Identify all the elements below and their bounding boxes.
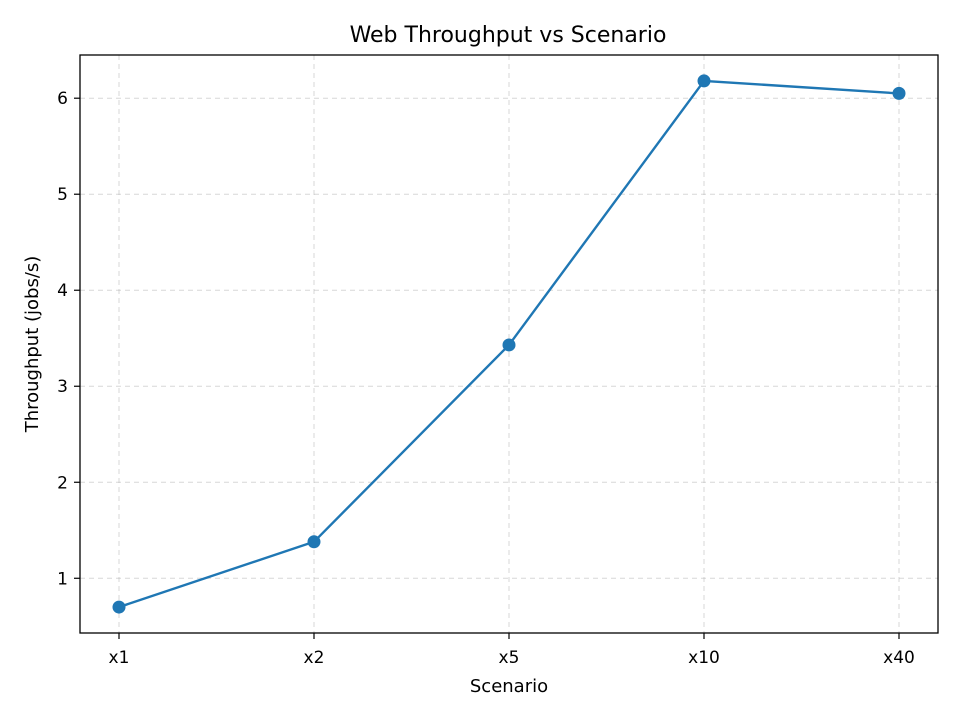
x-tick-label: x5	[499, 648, 520, 668]
y-tick-label: 5	[57, 185, 68, 205]
data-point-x10	[697, 74, 711, 88]
series-layer	[112, 74, 906, 614]
y-tick-label: 1	[57, 569, 68, 589]
x-tick-label: x40	[883, 648, 915, 668]
data-point-x2	[307, 535, 321, 549]
x-tick-label: x2	[304, 648, 325, 668]
x-tick-label: x1	[109, 648, 130, 668]
chart-title: Web Throughput vs Scenario	[350, 23, 667, 48]
y-tick-label: 2	[57, 473, 68, 493]
axis-ticks: x1 x2 x5 x10 x40 1 2 3 4 5 6	[57, 89, 915, 668]
y-tick-label: 4	[57, 281, 68, 301]
y-axis-label: Throughput (jobs/s)	[22, 256, 43, 434]
x-tick-label: x10	[688, 648, 720, 668]
data-point-x1	[112, 600, 126, 614]
data-point-x40	[892, 86, 906, 100]
data-point-x5	[502, 338, 516, 352]
y-tick-label: 3	[57, 377, 68, 397]
y-tick-label: 6	[57, 89, 68, 109]
x-axis-label: Scenario	[470, 676, 548, 697]
